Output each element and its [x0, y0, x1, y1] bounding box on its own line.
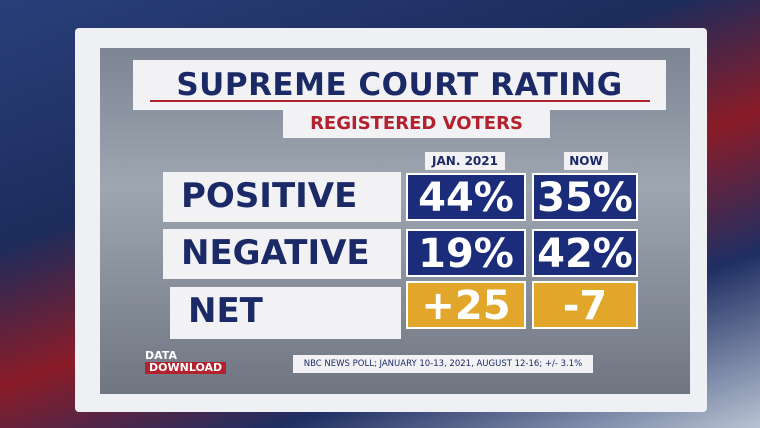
value-cell: 19% — [406, 229, 526, 277]
branding-line: DOWNLOAD — [145, 362, 227, 374]
source-note: NBC NEWS POLL; JANUARY 10-13, 2021, AUGU… — [293, 355, 593, 373]
value-cell: +25 — [406, 281, 526, 329]
value-cell: 42% — [532, 229, 638, 277]
column-header: NOW — [564, 152, 608, 170]
branding-line: DATA — [145, 349, 177, 362]
value-cell: 44% — [406, 173, 526, 221]
row-label: POSITIVE — [163, 172, 401, 222]
title-rule — [150, 100, 650, 102]
row-label: NET — [170, 287, 401, 339]
value-cell: -7 — [532, 281, 638, 329]
branding: DATA DOWNLOAD — [145, 349, 227, 374]
row-label: NEGATIVE — [163, 229, 401, 279]
value-cell: 35% — [532, 173, 638, 221]
subtitle: REGISTERED VOTERS — [283, 110, 550, 138]
column-header: JAN. 2021 — [425, 152, 505, 170]
title: SUPREME COURT RATING — [133, 60, 666, 110]
